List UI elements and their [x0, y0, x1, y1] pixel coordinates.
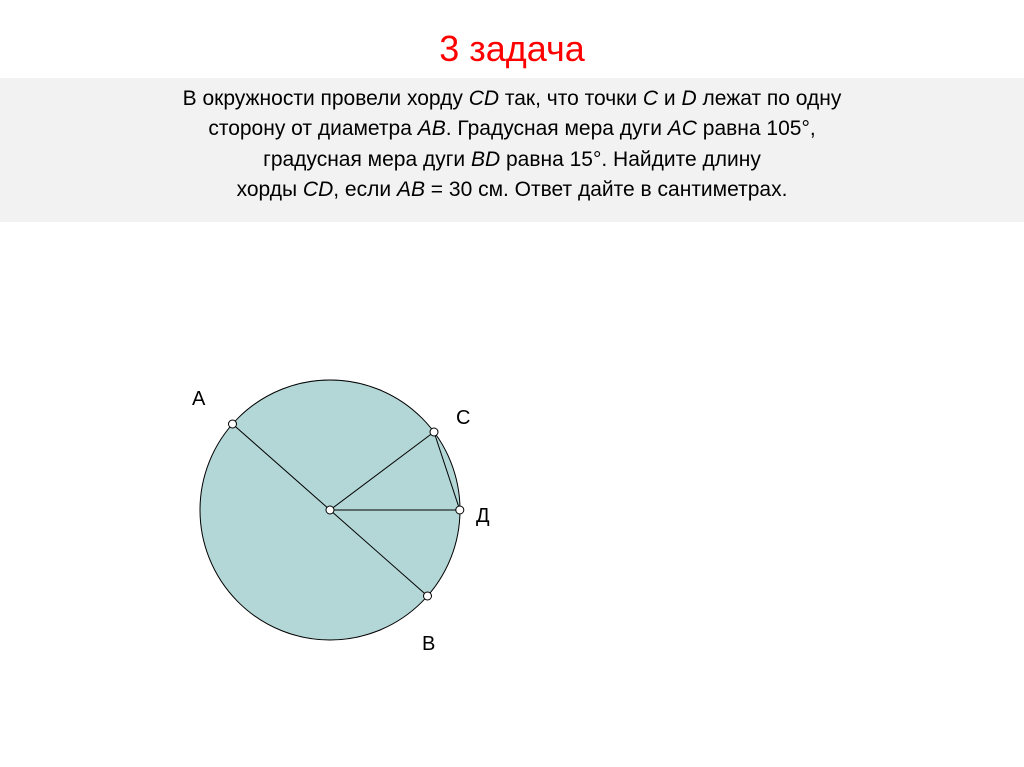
text: так, что точки [499, 87, 643, 110]
var-cd: CD [469, 87, 499, 110]
text: , если [333, 178, 397, 201]
text: градусная мера дуги [263, 148, 471, 171]
problem-statement: В окружности провели хорду CD так, что т… [0, 78, 1024, 222]
diagram-svg: А В С Д [150, 330, 530, 710]
page: 3 задача В окружности провели хорду CD т… [0, 0, 1024, 767]
point-label-c: С [456, 407, 470, 429]
geometry-diagram: А В С Д [150, 330, 530, 730]
var-d: D [682, 87, 697, 110]
text: хорды [237, 178, 303, 201]
problem-line-4: хорды CD, если AB = 30 см. Ответ дайте в… [30, 175, 994, 205]
var-ab: AB [418, 117, 446, 140]
text: сторону от диаметра [208, 117, 417, 140]
problem-line-1: В окружности провели хорду CD так, что т… [30, 84, 994, 114]
var-c: C [643, 87, 658, 110]
problem-line-3: градусная мера дуги BD равна 15°. Найдит… [30, 145, 994, 175]
point-label-d: Д [476, 505, 490, 527]
text: и [658, 87, 681, 110]
text: лежат по одну [697, 87, 842, 110]
text: = 30 см. Ответ дайте в сантиметрах. [425, 178, 787, 201]
text: В окружности провели хорду [183, 87, 469, 110]
text: равна 105°, [697, 117, 816, 140]
var-ab: AB [397, 178, 425, 201]
var-ac: AC [668, 117, 697, 140]
text: равна 15°. Найдите длину [500, 148, 761, 171]
problem-line-2: сторону от диаметра AB. Градусная мера д… [30, 114, 994, 144]
text: . Градусная мера дуги [446, 117, 668, 140]
var-cd: CD [303, 178, 333, 201]
problem-title: 3 задача [0, 0, 1024, 78]
point-label-b: В [422, 633, 435, 655]
var-bd: BD [471, 148, 500, 171]
point-label-a: А [192, 388, 206, 410]
